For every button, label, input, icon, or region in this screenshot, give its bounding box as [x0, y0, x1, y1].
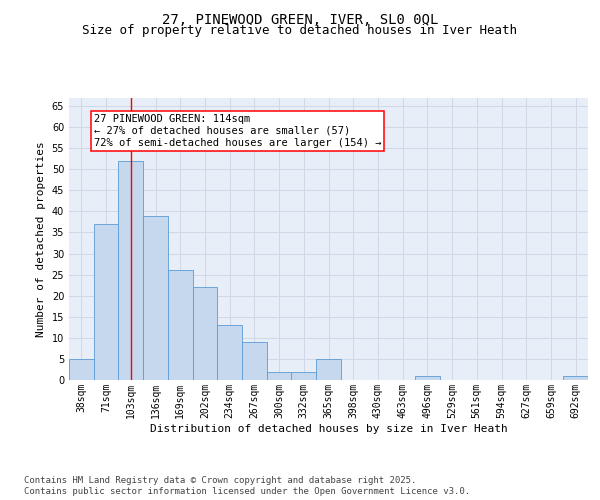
Y-axis label: Number of detached properties: Number of detached properties	[36, 141, 46, 336]
Bar	[168, 270, 193, 380]
Bar	[143, 216, 168, 380]
Text: 27 PINEWOOD GREEN: 114sqm
← 27% of detached houses are smaller (57)
72% of semi-: 27 PINEWOOD GREEN: 114sqm ← 27% of detac…	[94, 114, 381, 148]
Text: Contains public sector information licensed under the Open Government Licence v3: Contains public sector information licen…	[24, 487, 470, 496]
X-axis label: Distribution of detached houses by size in Iver Heath: Distribution of detached houses by size …	[149, 424, 508, 434]
Text: Size of property relative to detached houses in Iver Heath: Size of property relative to detached ho…	[83, 24, 517, 37]
Bar	[242, 342, 267, 380]
Text: 27, PINEWOOD GREEN, IVER, SL0 0QL: 27, PINEWOOD GREEN, IVER, SL0 0QL	[162, 12, 438, 26]
Bar	[267, 372, 292, 380]
Bar	[316, 359, 341, 380]
Bar	[563, 376, 588, 380]
Bar	[217, 325, 242, 380]
Bar	[69, 359, 94, 380]
Bar	[94, 224, 118, 380]
Bar	[292, 372, 316, 380]
Bar	[193, 287, 217, 380]
Text: Contains HM Land Registry data © Crown copyright and database right 2025.: Contains HM Land Registry data © Crown c…	[24, 476, 416, 485]
Bar	[415, 376, 440, 380]
Bar	[118, 160, 143, 380]
